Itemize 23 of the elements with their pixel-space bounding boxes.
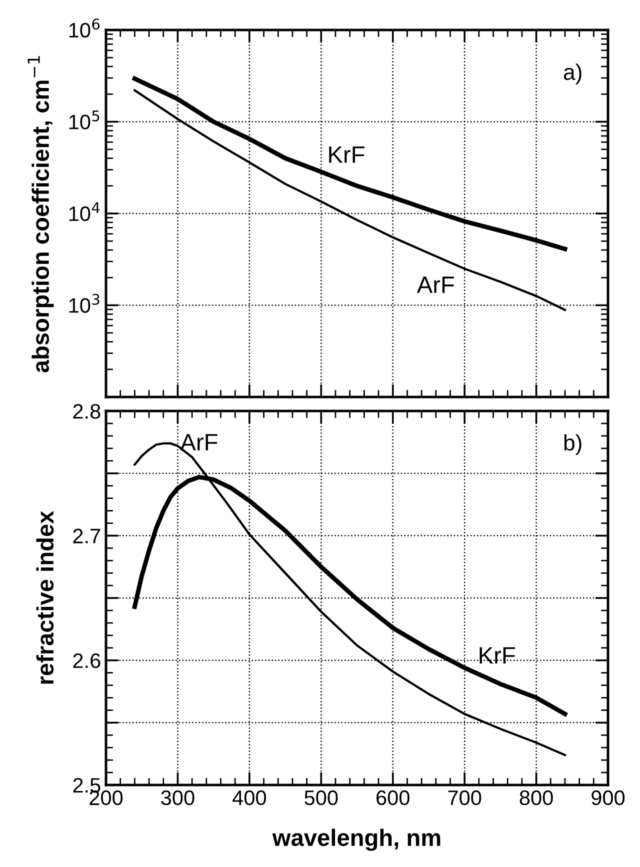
x-tick-label: 900	[592, 790, 625, 806]
y-tick-label: 2.8	[73, 404, 100, 419]
y-tick-label: 2.6	[73, 653, 100, 668]
series-label: KrF	[329, 146, 364, 163]
y-tick-label: 10$^{3}$	[69, 294, 100, 313]
x-tick-label: 800	[520, 790, 553, 806]
y-tick-label: 10$^{5}$	[69, 110, 100, 130]
y-axis-title: refractive index	[36, 510, 54, 684]
x-tick-label: 300	[161, 790, 194, 806]
legend-label: ArF	[180, 434, 218, 450]
x-tick-label: 700	[448, 790, 482, 806]
series-label: KrF	[480, 647, 515, 664]
x-tick-label: 500	[304, 790, 338, 806]
x-axis-title: wavelengh, nm	[272, 828, 440, 851]
annotation: a)	[564, 64, 582, 84]
x-tick-label: 400	[232, 790, 266, 806]
y-tick-label: 2.7	[73, 528, 100, 544]
y-tick-label: 10$^{6}$	[69, 18, 100, 38]
series-label: ArF	[416, 276, 454, 293]
y-tick-label: 10$^{4}$	[69, 202, 100, 222]
annotation: b)	[564, 434, 582, 456]
y-axis-title: absorption coefficient, cm$^{−1}$	[28, 56, 54, 372]
x-tick-label: 600	[376, 790, 410, 806]
